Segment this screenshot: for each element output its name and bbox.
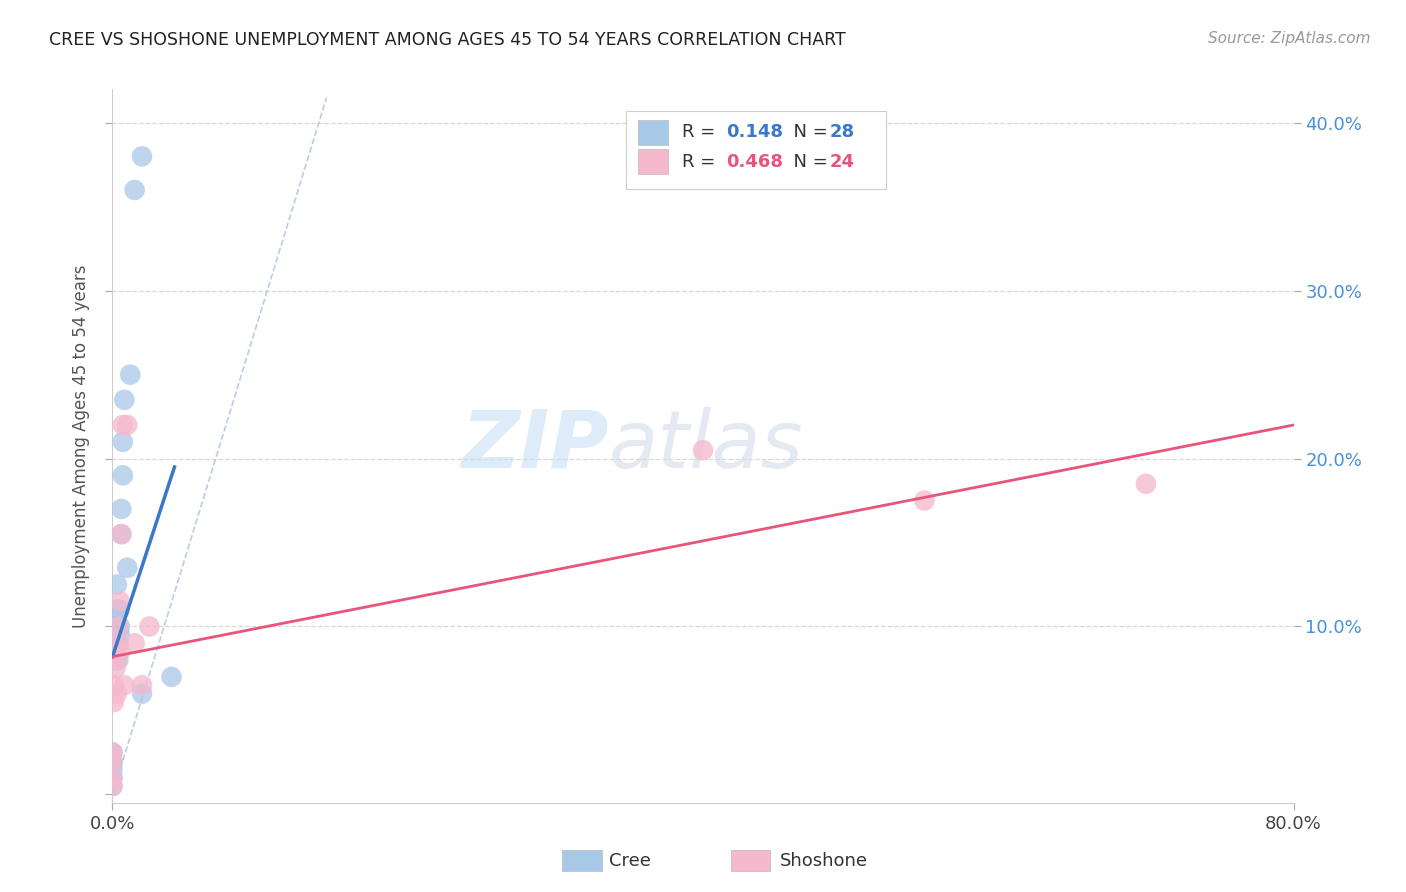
Point <box>110 527 132 541</box>
Point <box>108 628 131 642</box>
Point <box>105 687 128 701</box>
Point <box>117 560 138 574</box>
Point <box>107 619 129 633</box>
Point <box>131 678 153 692</box>
Text: Shoshone: Shoshone <box>780 852 869 870</box>
Point <box>914 493 936 508</box>
Point <box>110 502 132 516</box>
Point <box>108 645 131 659</box>
Point <box>107 636 129 650</box>
Point <box>103 619 125 633</box>
Text: ZIP: ZIP <box>461 407 609 485</box>
Point <box>131 687 153 701</box>
Point <box>103 678 125 692</box>
Y-axis label: Unemployment Among Ages 45 to 54 years: Unemployment Among Ages 45 to 54 years <box>72 264 90 628</box>
Point <box>108 619 131 633</box>
Point <box>112 678 135 692</box>
Point <box>104 628 127 642</box>
Point <box>105 577 128 591</box>
Point <box>111 417 134 432</box>
Point <box>101 746 124 760</box>
Text: 24: 24 <box>830 153 855 171</box>
Point <box>103 695 125 709</box>
Point <box>111 468 134 483</box>
Point <box>104 645 127 659</box>
Point <box>105 603 128 617</box>
Point <box>124 183 146 197</box>
Point <box>101 746 124 760</box>
Text: 0.148: 0.148 <box>727 123 783 141</box>
Point <box>107 653 129 667</box>
Text: Source: ZipAtlas.com: Source: ZipAtlas.com <box>1208 31 1371 46</box>
Point <box>108 603 131 617</box>
Point <box>101 754 124 768</box>
Text: 28: 28 <box>830 123 855 141</box>
Point <box>1135 476 1157 491</box>
Point <box>101 771 124 785</box>
Text: Cree: Cree <box>609 852 651 870</box>
Point <box>138 619 160 633</box>
Text: R =: R = <box>682 153 721 171</box>
Bar <box>638 150 668 175</box>
Text: N =: N = <box>782 153 834 171</box>
Point <box>117 417 138 432</box>
Text: 0.468: 0.468 <box>727 153 783 171</box>
Point <box>112 392 135 407</box>
Point <box>101 779 124 793</box>
Point <box>103 636 125 650</box>
Point <box>107 636 129 650</box>
Point <box>101 779 124 793</box>
Point <box>104 653 127 667</box>
Point <box>104 661 127 675</box>
Point <box>120 368 142 382</box>
Text: N =: N = <box>782 123 834 141</box>
Point <box>105 619 128 633</box>
Text: R =: R = <box>682 123 721 141</box>
Point <box>110 527 132 541</box>
Point <box>131 149 153 163</box>
Point <box>105 653 128 667</box>
Point <box>124 636 146 650</box>
Point <box>160 670 183 684</box>
Point <box>101 762 124 776</box>
Text: atlas: atlas <box>609 407 803 485</box>
Point <box>692 443 714 458</box>
Point <box>101 771 124 785</box>
Text: CREE VS SHOSHONE UNEMPLOYMENT AMONG AGES 45 TO 54 YEARS CORRELATION CHART: CREE VS SHOSHONE UNEMPLOYMENT AMONG AGES… <box>49 31 846 49</box>
Point <box>111 434 134 449</box>
Point <box>108 594 131 608</box>
Point <box>101 754 124 768</box>
Bar <box>626 111 886 189</box>
Bar <box>638 120 668 145</box>
